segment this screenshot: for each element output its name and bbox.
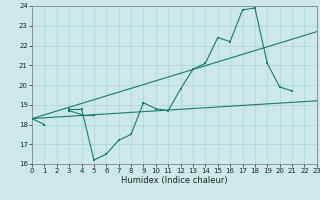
X-axis label: Humidex (Indice chaleur): Humidex (Indice chaleur) [121,176,228,185]
